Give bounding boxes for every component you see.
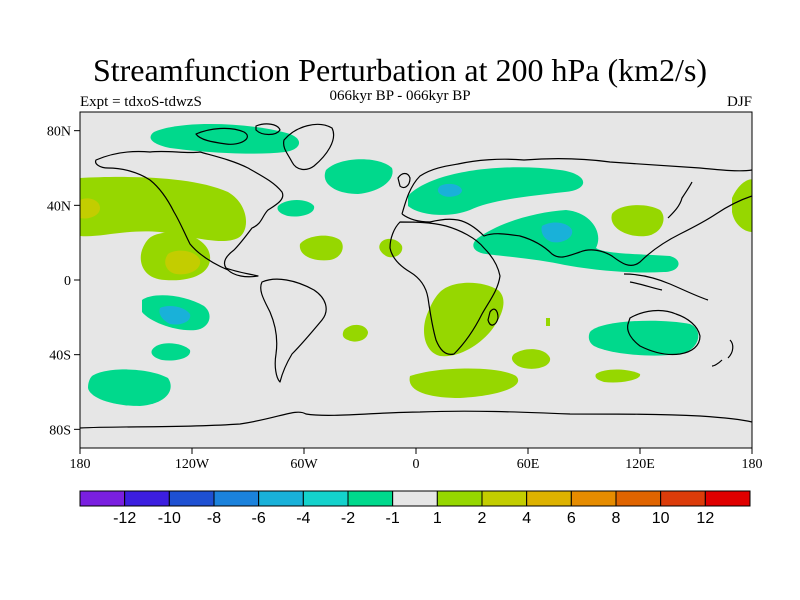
colorbar-swatch bbox=[168, 490, 215, 507]
strong-negative-region bbox=[541, 222, 573, 243]
negative-region bbox=[408, 167, 584, 215]
x-tick-label: 60W bbox=[290, 457, 318, 472]
positive-region bbox=[80, 176, 247, 242]
negative-region bbox=[88, 369, 171, 406]
positive-region bbox=[732, 179, 752, 232]
anomaly-fields bbox=[80, 123, 752, 429]
negative-region bbox=[324, 159, 393, 194]
coastline-south-america bbox=[260, 278, 327, 383]
plot-title: Streamfunction Perturbation at 200 hPa (… bbox=[92, 52, 708, 88]
colorbar-label: -12 bbox=[113, 510, 136, 527]
coastline-greenland bbox=[283, 123, 335, 171]
colorbar-swatch bbox=[436, 490, 483, 507]
colorbar-swatch bbox=[347, 490, 394, 507]
coastline-uk bbox=[397, 172, 411, 189]
positive-region bbox=[595, 369, 641, 383]
colorbar-swatch bbox=[481, 490, 528, 507]
y-tick-label: 80N bbox=[47, 125, 71, 140]
positive-region bbox=[611, 205, 664, 237]
coastline-new-zealand bbox=[711, 339, 734, 367]
colorbar-swatch bbox=[79, 490, 126, 507]
x-tick-label: 120W bbox=[175, 457, 210, 472]
coastline-north-america bbox=[95, 150, 284, 278]
negative-region bbox=[473, 210, 679, 273]
strong-positive-region bbox=[165, 250, 201, 275]
coastline-madagascar bbox=[487, 308, 499, 326]
colorbar-label: -2 bbox=[341, 510, 355, 527]
colorbar-label: -8 bbox=[207, 510, 221, 527]
strong-negative-region bbox=[437, 183, 462, 197]
colorbar-swatch bbox=[570, 490, 617, 507]
positive-region bbox=[546, 318, 550, 326]
coastline-japan bbox=[667, 181, 693, 219]
colorbar-label: 2 bbox=[478, 510, 487, 527]
negative-region bbox=[150, 123, 300, 154]
x-tick-label: 60E bbox=[517, 457, 540, 472]
colorbar-label: 10 bbox=[652, 510, 670, 527]
colorbar-swatch bbox=[302, 490, 349, 507]
x-tick-label: 180 bbox=[742, 457, 763, 472]
season-label: DJF bbox=[726, 94, 752, 110]
positive-region bbox=[379, 238, 403, 258]
coastlines bbox=[80, 123, 752, 429]
positive-region bbox=[299, 235, 343, 261]
negative-region bbox=[151, 343, 191, 361]
colorbar: -12 -10 -8 -6 -4 -2 -1 1 2 4 6 8 10 12 bbox=[79, 490, 751, 527]
colorbar-label: 4 bbox=[522, 510, 531, 527]
coastline-africa bbox=[389, 221, 501, 355]
colorbar-label: 8 bbox=[612, 510, 621, 527]
colorbar-swatch bbox=[124, 490, 170, 507]
positive-region bbox=[511, 349, 551, 369]
plot-subtitle: 066kyr BP - 066kyr BP bbox=[329, 88, 471, 104]
y-tick-label: 40S bbox=[49, 349, 71, 364]
colorbar-label: 1 bbox=[433, 510, 442, 527]
colorbar-label: -1 bbox=[386, 510, 400, 527]
colorbar-swatch bbox=[213, 490, 260, 507]
x-tick-label: 180 bbox=[70, 457, 91, 472]
coastline-australia bbox=[627, 309, 701, 356]
colorbar-swatch bbox=[615, 490, 662, 507]
negative-region bbox=[588, 320, 699, 356]
colorbar-swatch bbox=[392, 490, 438, 507]
colorbar-label: -10 bbox=[158, 510, 181, 527]
negative-region bbox=[277, 200, 315, 217]
colorbar-swatch bbox=[526, 490, 572, 507]
coastline-indonesia bbox=[623, 273, 709, 301]
positive-region bbox=[424, 282, 504, 357]
colorbar-label: 6 bbox=[567, 510, 576, 527]
latitude-axis: 80N 40N 0 40S 80S bbox=[47, 125, 80, 438]
positive-region bbox=[409, 368, 519, 398]
colorbar-label: 12 bbox=[696, 510, 714, 527]
coastline-arctic-islands bbox=[195, 123, 281, 145]
y-tick-label: 40N bbox=[47, 199, 71, 214]
longitude-axis: 180 120W 60W 0 60E 120E 180 bbox=[70, 448, 763, 472]
experiment-label: Expt = tdxoS-tdwzS bbox=[80, 94, 202, 110]
map-background bbox=[80, 112, 752, 448]
positive-region bbox=[342, 324, 368, 342]
colorbar-swatch bbox=[704, 490, 751, 507]
y-tick-label: 80S bbox=[49, 423, 71, 438]
x-tick-label: 120E bbox=[625, 457, 655, 472]
y-tick-label: 0 bbox=[64, 274, 71, 289]
strong-negative-region bbox=[159, 306, 191, 325]
colorbar-label: -6 bbox=[252, 510, 266, 527]
strong-positive-region bbox=[80, 198, 100, 219]
coastline-europe-asia bbox=[401, 158, 752, 266]
colorbar-swatch bbox=[660, 490, 706, 507]
x-tick-label: 0 bbox=[413, 457, 420, 472]
coastline-antarctica bbox=[80, 410, 752, 429]
colorbar-label: -4 bbox=[296, 510, 310, 527]
colorbar-swatch bbox=[258, 490, 304, 507]
